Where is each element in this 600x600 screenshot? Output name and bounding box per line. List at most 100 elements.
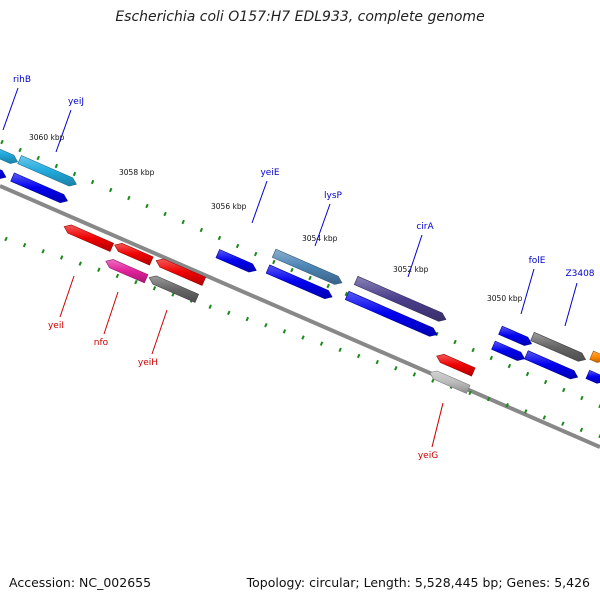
map-title: Escherichia coli O157:H7 EDL933, complet… [115, 9, 485, 25]
reverse-gene-arrow [429, 370, 471, 394]
gene-leader-line [407, 234, 423, 278]
lower-scale-tick [22, 242, 27, 248]
forward-gene-arrow [491, 340, 526, 361]
scale-label: 3054 kbp [302, 234, 338, 243]
forward-gene-arrow [17, 155, 77, 187]
upper-scale-tick [90, 179, 95, 185]
scale-label: 3056 kbp [211, 202, 247, 211]
forward-gene-label: Z3408 [565, 269, 594, 279]
reverse-gene-arrow [148, 275, 200, 303]
reverse-gene-arrow [114, 242, 154, 266]
forward-gene-arrow [585, 369, 600, 384]
upper-scale-tick [453, 339, 457, 345]
scale-label: 3058 kbp [119, 168, 155, 177]
lower-scale-tick [468, 390, 472, 396]
reverse-gene-arrow [63, 224, 115, 252]
lower-scale-tick [41, 249, 45, 254]
upper-scale-tick [54, 163, 59, 169]
upper-scale-tick [235, 243, 240, 249]
lower-scale-tick [208, 304, 212, 309]
upper-scale-tick [18, 147, 22, 153]
gene-leader-line [151, 309, 168, 355]
lower-scale-tick [375, 359, 379, 365]
upper-scale-tick [507, 363, 512, 369]
upper-scale-tick [0, 139, 4, 145]
upper-scale-tick [471, 347, 475, 353]
upper-scale-tick [127, 195, 131, 201]
upper-scale-tick [290, 267, 294, 273]
forward-gene-arrow [271, 248, 343, 285]
upper-scale-tick [489, 355, 493, 361]
forward-gene-arrow [524, 350, 579, 380]
gene-leader-line [55, 109, 72, 153]
upper-scale-tick [145, 203, 149, 209]
forward-gene-arrow [353, 275, 447, 322]
forward-gene-arrow [530, 331, 587, 362]
accession-label: Accession: NC_002655 [9, 575, 152, 590]
reverse-gene-label: yeiI [48, 321, 64, 331]
gene-leader-line [103, 291, 119, 335]
forward-gene-label: rihB [13, 75, 31, 85]
lower-scale-tick [561, 421, 565, 426]
genome-backbone [0, 184, 600, 449]
forward-gene-arrow [215, 249, 257, 273]
reverse-gene-arrow [105, 259, 149, 284]
upper-scale-tick [253, 251, 258, 257]
upper-scale-tick [326, 283, 330, 289]
upper-scale-tick [199, 227, 204, 233]
forward-gene-arrow [265, 264, 333, 300]
scale-label: 3050 kbp [487, 294, 523, 303]
upper-scale-tick [308, 275, 312, 281]
upper-scale-tick [181, 219, 185, 225]
upper-scale-tick [36, 155, 40, 161]
lower-scale-tick [4, 236, 8, 242]
lower-scale-tick [412, 372, 417, 377]
upper-scale-tick [598, 403, 600, 409]
gene-leader-line [520, 268, 535, 315]
lower-scale-tick [245, 316, 250, 322]
lower-scale-tick [115, 273, 120, 279]
scale-label: 3060 kbp [29, 133, 65, 142]
reverse-gene-label: nfo [94, 338, 109, 348]
lower-scale-tick [134, 279, 138, 285]
gene-leader-line [251, 180, 268, 224]
forward-gene-arrow [0, 148, 19, 164]
forward-gene-arrow [0, 169, 7, 179]
upper-scale-tick [163, 211, 167, 217]
lower-scale-tick [486, 396, 491, 402]
lower-scale-tick [319, 341, 324, 346]
lower-scale-tick [264, 322, 268, 328]
upper-scale-tick [344, 291, 349, 297]
reverse-gene-label: yeiH [138, 358, 158, 368]
gene-leader-line [431, 402, 444, 448]
forward-gene-label: yeiE [260, 168, 279, 178]
upper-scale-tick [543, 379, 548, 385]
forward-gene-label: cirA [416, 222, 434, 232]
genome-summary-label: Topology: circular; Length: 5,528,445 bp… [246, 575, 590, 590]
reverse-gene-arrow [436, 353, 476, 377]
lower-scale-tick [227, 310, 231, 316]
upper-scale-tick [525, 371, 530, 377]
upper-scale-tick [272, 259, 276, 265]
lower-scale-tick [59, 255, 64, 260]
lower-scale-tick [579, 427, 584, 433]
forward-gene-arrow [498, 325, 533, 346]
forward-gene-arrow [589, 350, 600, 363]
upper-scale-tick [580, 395, 584, 401]
forward-gene-arrow [344, 290, 438, 337]
forward-gene-arrow [10, 172, 68, 204]
forward-gene-label: yeiJ [68, 97, 84, 107]
lower-scale-tick [505, 402, 509, 408]
gene-leader-line [564, 282, 578, 327]
forward-gene-label: folE [529, 256, 546, 266]
upper-scale-tick [109, 187, 113, 193]
lower-scale-tick [282, 329, 287, 334]
reverse-gene-arrow [155, 258, 207, 286]
lower-scale-tick [598, 433, 600, 439]
forward-gene-label: lysP [324, 191, 343, 201]
gene-leader-line [314, 203, 331, 247]
lower-scale-tick [338, 347, 342, 353]
reverse-gene-label: yeiG [418, 451, 438, 461]
lower-scale-tick [356, 353, 361, 359]
